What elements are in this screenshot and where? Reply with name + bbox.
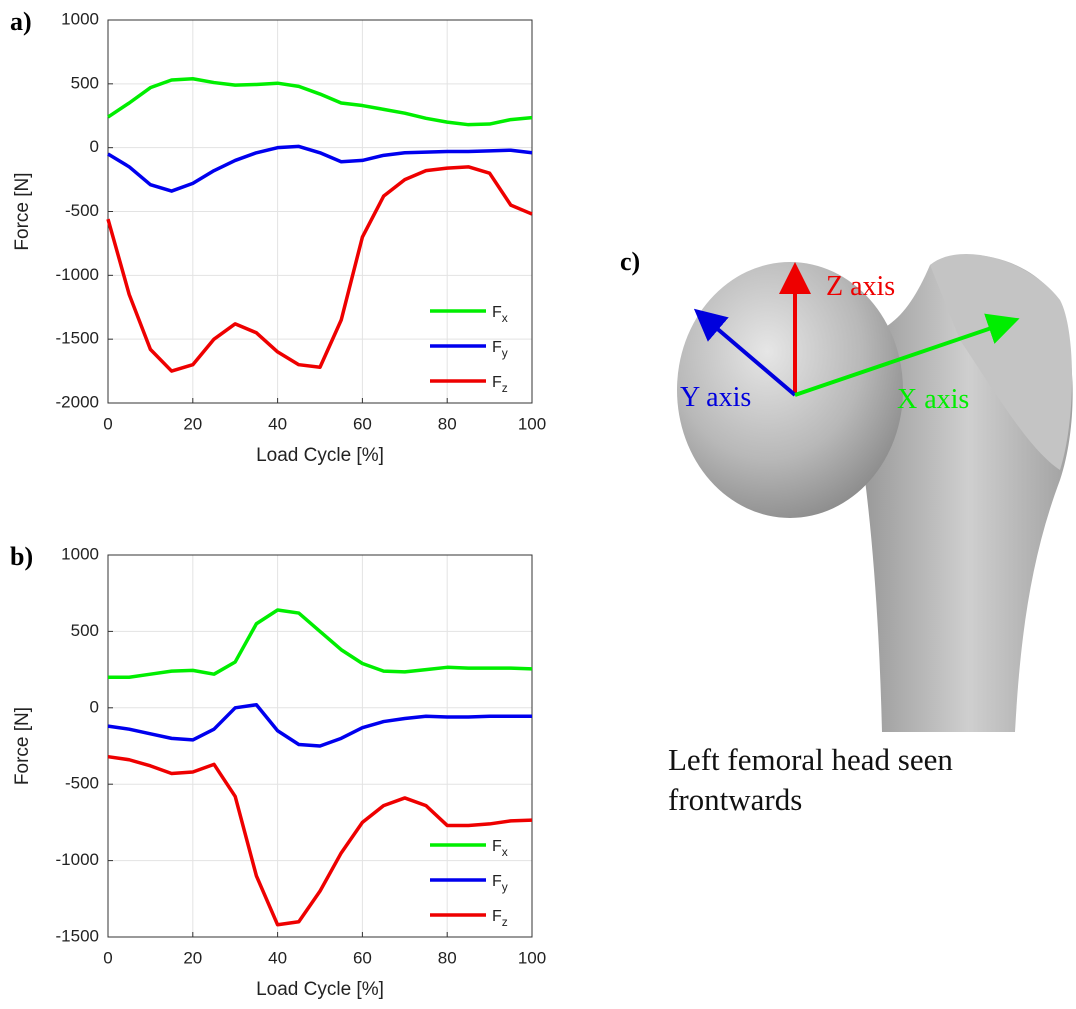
data-line [108, 608, 533, 679]
plot-frame [107, 554, 533, 938]
data-line [107, 702, 532, 748]
y-tick-label: 0 [90, 137, 99, 156]
data-line [107, 76, 533, 127]
y-tick-label: -1000 [56, 850, 99, 869]
panel-label: c) [620, 247, 640, 276]
legend-label: Fy [492, 339, 508, 360]
y-axis-title: Force [N] [12, 707, 33, 785]
x-axis-label: X axis [897, 384, 969, 415]
y-tick-label: -1000 [56, 265, 99, 284]
x-tick-label: 60 [353, 948, 372, 967]
legend-label: Fx [492, 304, 508, 325]
x-tick-label: 80 [438, 948, 457, 967]
y-axis-label: Y axis [680, 382, 751, 413]
x-tick-label: 0 [103, 414, 112, 433]
z-axis-label: Z axis [826, 271, 895, 302]
x-axis-title: Load Cycle [%] [256, 445, 384, 466]
legend-label: Fz [492, 374, 508, 395]
y-tick-label: -1500 [56, 926, 99, 945]
legend-label: Fy [492, 873, 508, 894]
legend-label: Fz [492, 908, 508, 929]
y-tick-label: 1000 [61, 9, 99, 28]
y-tick-label: 0 [90, 697, 99, 716]
y-tick-label: 500 [71, 621, 99, 640]
x-tick-label: 100 [518, 948, 546, 967]
x-tick-label: 40 [268, 948, 287, 967]
plot-frame [107, 19, 533, 404]
y-tick-label: -500 [65, 201, 99, 220]
data-line [106, 165, 533, 373]
y-axis-title: Force [N] [12, 172, 33, 250]
caption: Left femoral head seen [668, 742, 953, 777]
caption: frontwards [668, 782, 802, 817]
y-tick-label: -2000 [56, 392, 99, 411]
y-tick-label: 1000 [61, 544, 99, 563]
femur-illustration: c) Z axis Y axis X axis Left femoral hea… [620, 247, 1073, 817]
x-tick-label: 40 [268, 414, 287, 433]
panel-label: a) [10, 7, 32, 36]
y-tick-label: -500 [65, 774, 99, 793]
data-line [107, 754, 533, 927]
x-axis-title: Load Cycle [%] [256, 979, 384, 1000]
x-tick-label: 60 [353, 414, 372, 433]
x-tick-label: 100 [518, 414, 546, 433]
legend-label: Fx [492, 838, 508, 859]
data-line [107, 144, 533, 193]
panel-label: b) [10, 542, 33, 571]
y-tick-label: -1500 [56, 329, 99, 348]
x-tick-label: 0 [103, 948, 112, 967]
y-tick-label: 500 [71, 73, 99, 92]
x-tick-label: 20 [183, 948, 202, 967]
x-tick-label: 20 [183, 414, 202, 433]
x-tick-label: 80 [438, 414, 457, 433]
